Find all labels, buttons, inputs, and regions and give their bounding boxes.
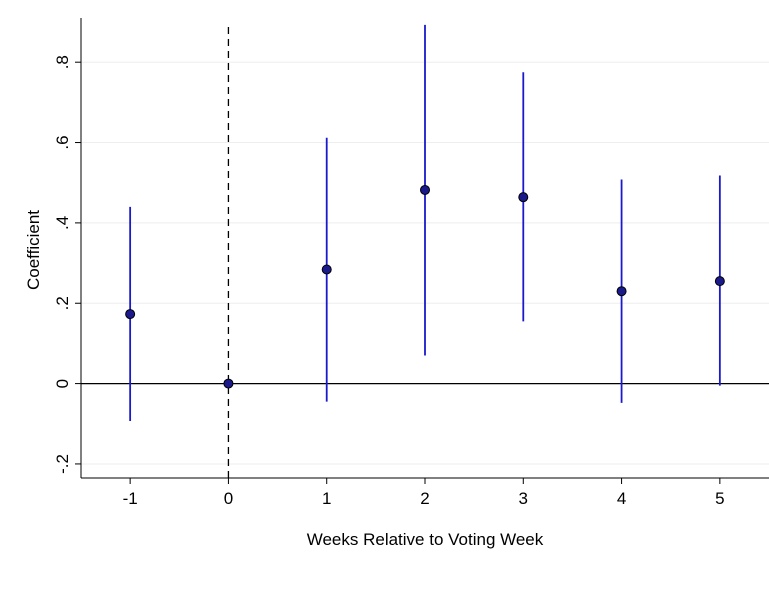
x-axis-title: Weeks Relative to Voting Week	[307, 530, 544, 549]
y-axis-title: Coefficient	[24, 210, 43, 290]
coefficient-point	[420, 184, 430, 195]
data-marks	[125, 24, 725, 421]
x-ticks: -1 0 1 2 3 4 5	[123, 478, 725, 508]
x-tick-label: 3	[519, 489, 528, 508]
coefficient-point	[616, 286, 627, 297]
y-tick-label: .2	[53, 296, 72, 310]
x-tick-label: -1	[123, 489, 138, 508]
y-tick-label: .4	[53, 216, 72, 230]
reference-lines	[81, 27, 769, 478]
y-tick-label: .8	[53, 55, 72, 69]
coefficient-point	[714, 276, 725, 287]
x-tick-label: 2	[420, 489, 429, 508]
x-tick-label: 4	[617, 489, 626, 508]
coefficient-point	[223, 378, 234, 389]
x-tick-label: 1	[322, 489, 331, 508]
x-tick-label: 0	[224, 489, 233, 508]
y-tick-label: -.2	[53, 454, 72, 474]
coefficient-point	[321, 264, 332, 275]
y-tick-label: .6	[53, 135, 72, 149]
coefficient-point	[125, 309, 136, 320]
y-tick-label: 0	[53, 379, 72, 388]
y-ticks: -.2 0 .2 .4 .6 .8	[53, 55, 81, 474]
x-tick-label: 5	[715, 489, 724, 508]
coefficient-point	[518, 192, 529, 203]
